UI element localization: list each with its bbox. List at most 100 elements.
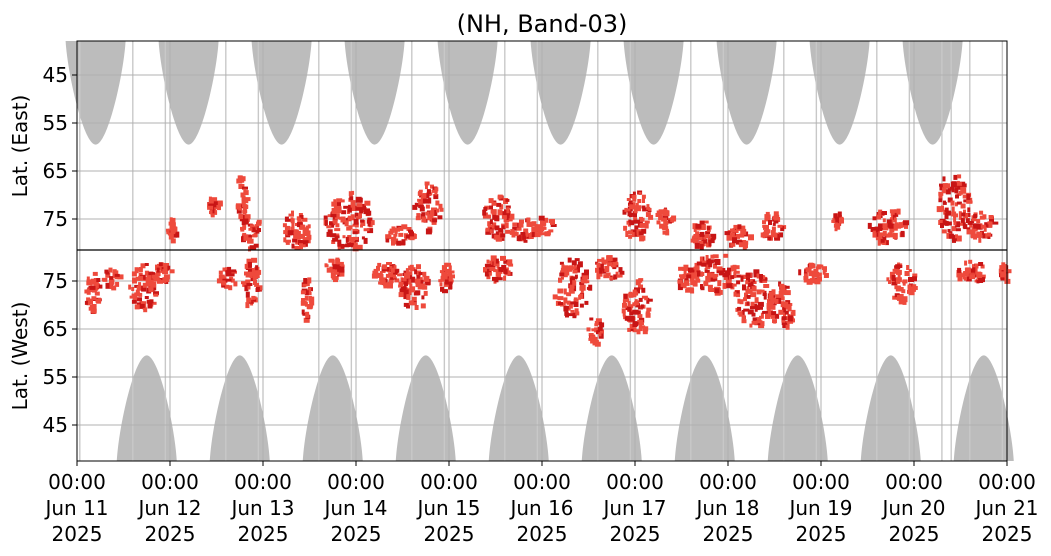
- activity-cell: [337, 271, 342, 277]
- activity-cell: [790, 311, 794, 317]
- activity-cell: [498, 267, 504, 272]
- activity-cell: [708, 288, 715, 292]
- activity-cell: [1001, 265, 1007, 271]
- activity-cell: [247, 235, 252, 240]
- activity-cell: [138, 282, 142, 289]
- activity-cell: [639, 235, 646, 241]
- activity-region: [760, 211, 787, 241]
- activity-cell: [695, 278, 701, 283]
- activity-cell: [401, 224, 408, 230]
- activity-cell: [839, 217, 844, 224]
- activity-cell: [693, 227, 697, 232]
- activity-cell: [772, 215, 779, 220]
- activity-cell: [251, 257, 258, 263]
- daylight-lobe-bottom: [488, 355, 549, 461]
- x-tick-label: 2025: [982, 522, 1033, 546]
- activity-cell: [91, 296, 97, 301]
- activity-cell: [497, 209, 503, 216]
- activity-cell: [895, 277, 902, 283]
- activity-cell: [550, 218, 555, 225]
- activity-cell: [751, 286, 757, 292]
- activity-cell: [91, 308, 97, 314]
- activity-cell: [209, 210, 213, 215]
- activity-cell: [633, 207, 638, 214]
- activity-cell: [815, 266, 820, 270]
- activity-cell: [971, 226, 978, 232]
- activity-cell: [397, 273, 403, 277]
- activity-cell: [732, 237, 737, 244]
- activity-cell: [988, 221, 993, 228]
- y-axis-ticks: 45 55 65 75 75 65 55 45: [43, 63, 77, 437]
- activity-cell: [884, 233, 890, 238]
- activity-cell: [618, 267, 623, 273]
- activity-cell: [811, 270, 816, 277]
- activity-cell: [897, 294, 902, 301]
- activity-cell: [958, 211, 962, 217]
- activity-cell: [634, 225, 639, 230]
- activity-cell: [423, 290, 428, 296]
- activity-cell: [438, 279, 443, 283]
- activity-cell: [771, 233, 776, 238]
- activity-cell: [641, 194, 646, 199]
- activity-cell: [945, 189, 951, 195]
- activity-region: [165, 217, 180, 244]
- activity-cell: [379, 279, 386, 285]
- activity-cell: [330, 272, 336, 279]
- activity-cell: [751, 312, 756, 317]
- activity-cell: [282, 223, 287, 228]
- activity-cell: [971, 215, 977, 222]
- activity-cell: [162, 277, 167, 284]
- activity-cell: [662, 212, 669, 216]
- activity-cell: [150, 301, 157, 305]
- activity-cell: [948, 233, 954, 239]
- activity-cell: [109, 276, 114, 282]
- activity-cell: [689, 287, 694, 293]
- activity-cell: [398, 232, 404, 237]
- activity-cell: [938, 220, 944, 225]
- activity-cell: [324, 220, 328, 227]
- activity-cell: [169, 226, 175, 231]
- activity-cell: [285, 218, 291, 222]
- activity-cell: [86, 297, 91, 303]
- activity-cell: [667, 219, 672, 224]
- activity-cell: [594, 336, 598, 341]
- activity-cell: [425, 204, 430, 209]
- activity-cell: [526, 217, 531, 224]
- activity-cell: [146, 275, 152, 282]
- activity-cell: [448, 265, 452, 271]
- activity-cell: [142, 282, 147, 288]
- activity-cell: [607, 258, 612, 264]
- activity-cell: [641, 205, 646, 209]
- activity-cell: [606, 255, 613, 262]
- daylight-lobe-top: [344, 41, 405, 145]
- activity-cell: [404, 282, 408, 287]
- activity-cell: [346, 236, 351, 242]
- activity-cell: [687, 267, 694, 273]
- activity-cell: [699, 220, 705, 225]
- activity-cell: [736, 280, 741, 285]
- activity-cell: [248, 227, 253, 231]
- activity-cell: [630, 293, 637, 298]
- activity-cell: [902, 279, 908, 284]
- activity-cell: [699, 243, 704, 250]
- x-tick-label: 2025: [703, 522, 754, 546]
- activity-cell: [537, 224, 543, 229]
- activity-cell: [539, 227, 545, 232]
- activity-cell: [943, 200, 946, 205]
- activity-cell: [398, 281, 404, 287]
- activity-cell: [144, 270, 149, 276]
- activity-cell: [385, 234, 391, 240]
- activity-cell: [424, 181, 430, 186]
- activity-cell: [599, 267, 603, 274]
- activity-cell: [892, 295, 899, 300]
- activity-cell: [630, 212, 635, 216]
- activity-cell: [784, 301, 789, 308]
- activity-cell: [765, 211, 770, 216]
- activity-cell: [357, 206, 362, 211]
- activity-cell: [291, 221, 295, 228]
- daylight-lobe-top: [530, 41, 591, 145]
- activity-cell: [880, 238, 885, 243]
- activity-cell: [309, 299, 315, 306]
- activity-cell: [705, 234, 709, 238]
- activity-cell: [508, 218, 513, 222]
